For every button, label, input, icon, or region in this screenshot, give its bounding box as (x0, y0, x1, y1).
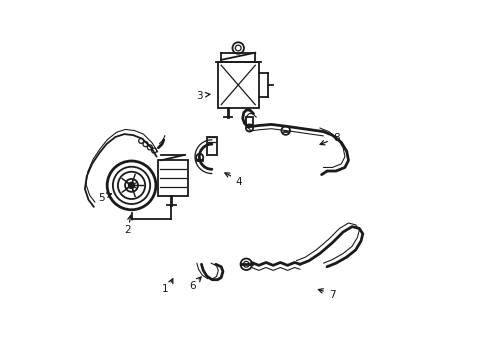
Text: 1: 1 (161, 284, 168, 294)
Text: 8: 8 (333, 133, 340, 143)
Text: 2: 2 (124, 225, 131, 235)
Bar (246, 117, 252, 126)
Text: 7: 7 (328, 291, 335, 301)
Text: 4: 4 (235, 177, 242, 187)
Text: 3: 3 (196, 91, 203, 102)
Bar (217, 62, 258, 108)
Bar (206, 137, 217, 155)
Text: 5: 5 (98, 193, 104, 203)
Circle shape (128, 183, 134, 188)
Text: 6: 6 (189, 281, 196, 291)
Bar (158, 160, 188, 196)
